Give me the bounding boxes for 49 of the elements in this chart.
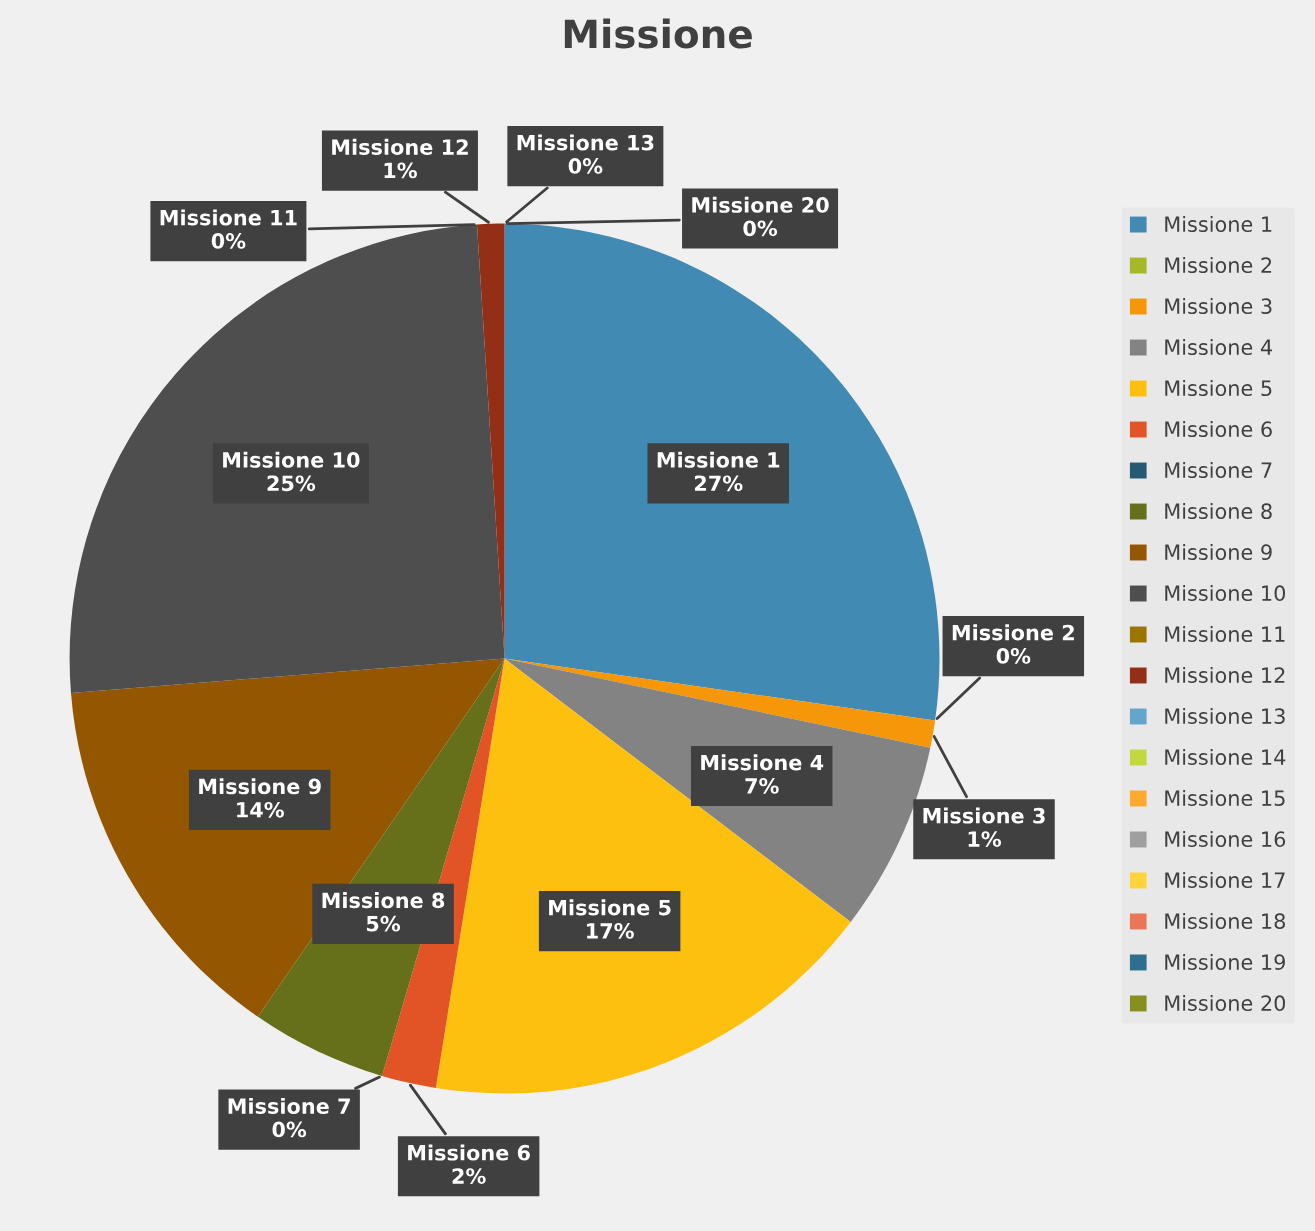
legend-label: Missione 2 <box>1165 256 1272 274</box>
data-label: 17% <box>587 923 634 939</box>
data-label: 25% <box>267 475 316 492</box>
data-label: 14% <box>237 801 284 818</box>
category-label: Missione 20 <box>692 196 829 213</box>
legend-label: Missione 4 <box>1165 338 1272 356</box>
data-label: 27% <box>694 475 743 492</box>
text: 0% <box>211 233 246 249</box>
data-label: 7% <box>745 777 779 794</box>
text: 0% <box>743 220 778 237</box>
legend-label: Missione 12 <box>1165 666 1285 684</box>
legend-label: Missione 6 <box>1165 420 1272 438</box>
category-label: Missione 2 <box>952 624 1074 641</box>
slice-label: Missione 1 <box>657 451 780 468</box>
slice-label: Missione 9 <box>199 778 321 795</box>
data-label: 1% <box>384 162 417 179</box>
data-label: 2% <box>452 1168 486 1184</box>
text: 0% <box>272 1121 307 1138</box>
legend-label: Missione 20 <box>1165 994 1286 1012</box>
chart-title: Missione <box>564 18 752 49</box>
category-label: Missione 11 <box>160 209 297 226</box>
legend-label: Missione 11 <box>1165 625 1285 643</box>
slice-label: Missione 10 <box>223 451 360 468</box>
legend-label: Missione 3 <box>1165 297 1272 315</box>
legend-label: Missione 14 <box>1165 748 1286 766</box>
legend-label: Missione 17 <box>1165 871 1285 889</box>
legend-label: Missione 10 <box>1165 584 1286 602</box>
category-label: Missione 7 <box>228 1097 350 1115</box>
slice-label: Missione 3 <box>923 807 1045 824</box>
text: 0% <box>568 158 603 174</box>
legend-label: Missione 13 <box>1165 707 1285 725</box>
legend-label: Missione 7 <box>1165 461 1272 479</box>
legend-label: Missione 8 <box>1165 502 1272 520</box>
slice-label: Missione 4 <box>701 754 824 771</box>
legend-label: Missione 19 <box>1165 953 1285 971</box>
legend-label: Missione 15 <box>1165 789 1285 807</box>
data-label: 1% <box>968 831 1002 847</box>
legend-label: Missione 5 <box>1165 379 1272 397</box>
slice-label: Missione 8 <box>322 892 445 909</box>
category-label: Missione 13 <box>517 134 654 151</box>
legend-label: Missione 16 <box>1165 830 1286 848</box>
slice-label: Missione 6 <box>408 1144 530 1161</box>
legend-label: Missione 9 <box>1165 543 1272 561</box>
legend-label: Missione 18 <box>1165 912 1285 930</box>
text: 0% <box>996 648 1031 664</box>
slice-label: Missione 5 <box>549 899 671 916</box>
slice-label: Missione 12 <box>332 138 468 155</box>
legend-label: Missione 1 <box>1165 215 1272 233</box>
data-label: 5% <box>366 915 401 932</box>
